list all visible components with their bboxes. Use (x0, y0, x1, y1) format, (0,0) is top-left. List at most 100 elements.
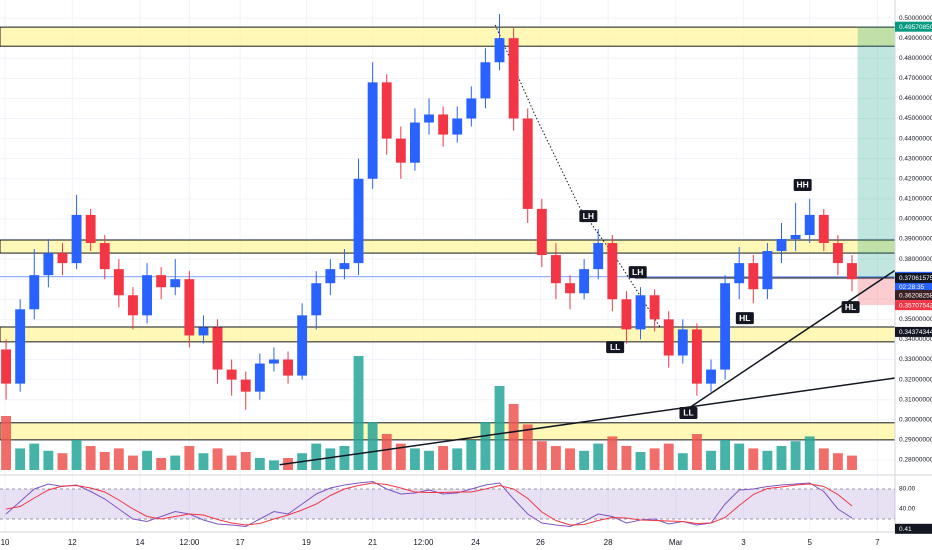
oscillator-tick-label: 80.00 (899, 486, 916, 493)
annotation-label: LL (610, 342, 620, 352)
candle-body (522, 118, 533, 209)
x-tick-label: 17 (236, 538, 245, 547)
x-tick-label: 14 (136, 538, 145, 547)
annotation-box (679, 406, 698, 419)
annotation-label: LH (583, 211, 594, 221)
annotation-box (793, 178, 812, 191)
volume-bar (142, 450, 152, 470)
y-tick-label: 0.32000000 (899, 376, 932, 383)
candle-body (494, 38, 505, 63)
volume-bar (847, 455, 857, 470)
candle-body (269, 359, 279, 364)
volume-bar (424, 450, 434, 470)
x-tick-label: 12 (68, 538, 77, 547)
candle-body (677, 329, 688, 356)
candle-body (818, 214, 829, 244)
candle-body (480, 62, 491, 99)
price-label-box (895, 326, 932, 337)
candle-body (1, 349, 11, 384)
volume-bar (254, 458, 265, 470)
candle-body (649, 295, 660, 320)
axes: 0.28000000 0.29000000 0.30000000 0.31000000… (1, 15, 932, 547)
candle-body (550, 255, 561, 284)
candle-body (325, 269, 336, 284)
y-tick-label: 0.41000000 (899, 196, 932, 203)
annotation-label: HH (797, 180, 809, 190)
volume-bar (395, 443, 406, 470)
volume-bar (663, 443, 674, 470)
candle-body (452, 118, 463, 135)
projection-line (494, 24, 661, 328)
volume-bar (311, 443, 322, 470)
volume-bar (762, 450, 773, 470)
price-label: 0.49570850 (899, 24, 932, 31)
x-tick-label: 3 (741, 538, 746, 547)
candle-body (156, 275, 167, 288)
volume-bar (240, 452, 251, 470)
y-tick-label: 0.50000000 (899, 15, 932, 22)
annotation-label: HL (845, 302, 856, 312)
volume-bar (128, 455, 138, 470)
y-tick-label: 0.43000000 (899, 155, 932, 162)
candle-body (71, 214, 82, 264)
volume-bar (438, 446, 449, 470)
volume-bar (325, 448, 336, 470)
volume-bar (339, 446, 350, 470)
volume-bar (480, 422, 491, 470)
annotation-label: HL (739, 313, 750, 323)
annotation-box (735, 312, 754, 325)
volume-bar (508, 404, 519, 470)
volume-bar (29, 443, 40, 470)
candle-body (847, 263, 857, 280)
price-label: 0.35707542 (899, 302, 932, 309)
y-tick-label: 0.28000000 (899, 457, 932, 464)
candle-body (832, 243, 843, 264)
y-tick-label: 0.48000000 (899, 55, 932, 62)
x-tick-label: 26 (536, 538, 545, 547)
volume-bar (353, 356, 364, 470)
y-tick-label: 0.30000000 (899, 416, 932, 423)
volume-bar (734, 443, 745, 470)
y-tick-label: 0.35000000 (899, 316, 932, 323)
volume-bar (607, 436, 618, 470)
position-target (857, 26, 895, 278)
candle-body (99, 243, 110, 270)
price-label-box (895, 300, 932, 311)
candle-body (29, 275, 40, 310)
volume-bar (184, 446, 195, 470)
zone (0, 239, 896, 254)
candle-body (466, 98, 477, 119)
volume-bar (621, 446, 632, 470)
y-tick-label: 0.40000000 (899, 216, 932, 223)
x-tick-label: Mar (669, 538, 683, 547)
candle-body (804, 214, 815, 235)
candle-body (170, 279, 181, 288)
zone (0, 326, 896, 343)
x-tick-label: 10 (1, 538, 10, 547)
volume-bar (1, 416, 11, 470)
oscillator-last-label: 0.41 (899, 526, 912, 533)
countdown-box (895, 281, 932, 292)
volume-bar (367, 422, 378, 470)
y-tick-label: 0.45000000 (899, 115, 932, 122)
candle-body (621, 299, 632, 330)
volume-bar (593, 443, 604, 470)
candle-body (776, 239, 787, 252)
candle-body (198, 327, 209, 336)
oscillator-tick-label: 40.00 (899, 506, 916, 513)
candle-body (57, 253, 68, 264)
candle-body (706, 369, 716, 384)
x-tick-label: 5 (807, 538, 812, 547)
volume-bar (15, 448, 26, 470)
candle-body (128, 295, 138, 316)
candle-body (43, 253, 54, 276)
x-tick-label: 12:00 (413, 538, 434, 547)
annotation-box (606, 341, 625, 354)
candle-body (381, 82, 392, 139)
y-tick-label: 0.34000000 (899, 336, 932, 343)
annotation-box (628, 266, 647, 279)
volume-bar (156, 458, 167, 470)
x-tick-label: 28 (604, 538, 613, 547)
candle-body (15, 309, 26, 384)
annotation-label: LH (632, 267, 643, 277)
